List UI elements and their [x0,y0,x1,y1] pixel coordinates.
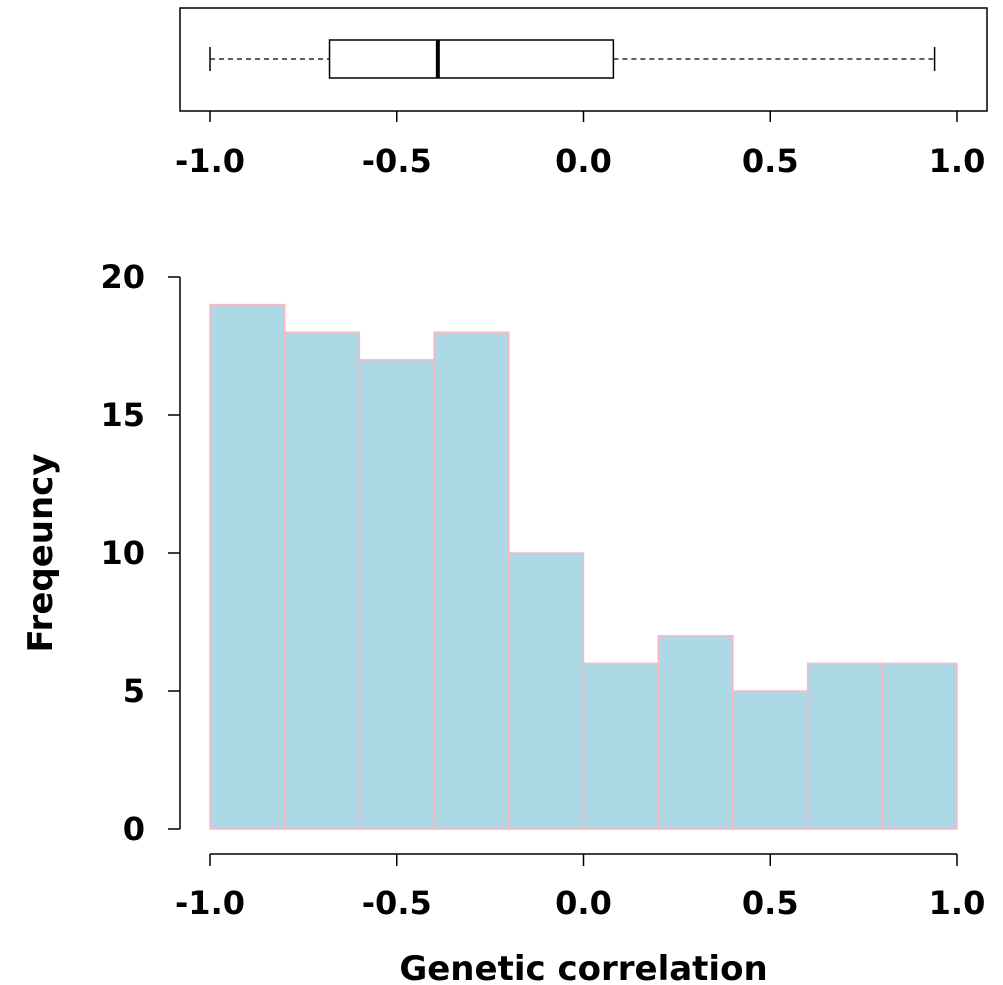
histogram-bar [657,635,734,830]
y-tick-label: 10 [100,534,145,572]
y-axis-title: Freqeuncy [21,453,61,652]
boxplot-x-tick-label: 0.0 [555,142,612,180]
histogram-bar [433,331,510,830]
y-tick-label: 15 [100,396,145,434]
boxplot-x-tick-label: -1.0 [175,142,245,180]
histogram-y-axis: 0 5 10 15 20 [100,258,181,848]
boxplot-x-tick-label: 1.0 [929,142,986,180]
histogram-bar [283,331,361,830]
histogram-bar [358,359,435,830]
x-axis-title: Genetic correlation [399,949,767,985]
histogram-bar [806,662,884,830]
histogram-bar [582,662,659,830]
x-tick-label: -0.5 [362,884,432,922]
x-tick-label: -1.0 [175,884,245,922]
x-tick-label: 1.0 [929,884,986,922]
x-tick-label: 0.5 [742,884,799,922]
y-tick-label: 5 [123,672,145,710]
boxplot-x-axis: -1.0 -0.5 0.0 0.5 1.0 [175,111,985,180]
histogram-bar [209,303,286,830]
interquartile-box [328,39,615,79]
histogram-bar [732,690,809,830]
boxplot-x-tick-label: 0.5 [742,142,799,180]
histogram-bars [209,303,958,830]
histogram-x-axis: -1.0 -0.5 0.0 0.5 1.0 [175,853,986,922]
histogram-bar [881,662,958,830]
histogram-panel: 0 5 10 15 20 -1.0 -0.5 0.0 0.5 1.0 Genetic corre… [21,258,985,985]
boxplot-x-tick-label: -0.5 [362,142,432,180]
boxplot-panel: -1.0 -0.5 0.0 0.5 1.0 [175,7,988,180]
boxplot [209,39,936,79]
y-tick-label: 0 [123,810,145,848]
y-tick-label: 20 [100,258,145,296]
x-tick-label: 0.0 [555,884,612,922]
histogram-bar [508,552,585,830]
